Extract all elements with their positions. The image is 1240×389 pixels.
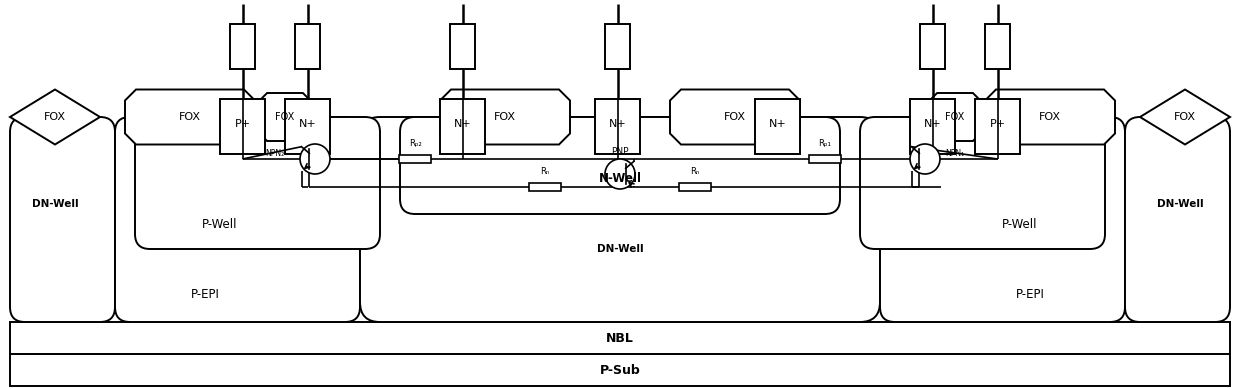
Bar: [10, 354, 1230, 386]
Text: FOX: FOX: [1174, 112, 1197, 122]
Text: P-EPI: P-EPI: [191, 287, 219, 300]
Text: DN-Well: DN-Well: [32, 199, 78, 209]
Text: FOX: FOX: [1039, 112, 1061, 122]
Circle shape: [300, 144, 330, 174]
Polygon shape: [125, 89, 255, 144]
Text: FOX: FOX: [494, 112, 516, 122]
Text: Rₚ₂: Rₚ₂: [409, 139, 422, 148]
Bar: [229, 24, 255, 69]
Text: FOX: FOX: [945, 112, 965, 122]
Polygon shape: [1140, 89, 1230, 144]
Polygon shape: [985, 89, 1115, 144]
Bar: [285, 99, 330, 154]
Bar: [680, 183, 711, 191]
Text: P-Sub: P-Sub: [600, 363, 640, 377]
Circle shape: [605, 159, 635, 189]
Bar: [985, 24, 1011, 69]
FancyBboxPatch shape: [1125, 117, 1230, 322]
Bar: [219, 99, 265, 154]
FancyBboxPatch shape: [401, 117, 839, 214]
Text: FOX: FOX: [275, 112, 295, 122]
Bar: [10, 322, 1230, 354]
Text: P+: P+: [990, 119, 1006, 129]
Polygon shape: [928, 93, 982, 141]
Text: N+: N+: [609, 119, 626, 129]
Polygon shape: [10, 89, 100, 144]
FancyBboxPatch shape: [115, 117, 360, 322]
Text: N+: N+: [454, 119, 471, 129]
Text: DN-Well: DN-Well: [1157, 199, 1203, 209]
Polygon shape: [258, 93, 312, 141]
Text: Rₙ: Rₙ: [541, 167, 549, 176]
Bar: [910, 99, 955, 154]
Bar: [808, 155, 841, 163]
Circle shape: [910, 144, 940, 174]
Text: Rₚ₁: Rₚ₁: [818, 139, 832, 148]
Bar: [529, 183, 560, 191]
Text: Rₙ: Rₙ: [691, 167, 699, 176]
Bar: [295, 24, 320, 69]
Text: FOX: FOX: [179, 112, 201, 122]
FancyBboxPatch shape: [10, 117, 115, 322]
Text: P-EPI: P-EPI: [1016, 287, 1044, 300]
FancyBboxPatch shape: [135, 117, 379, 249]
Bar: [440, 99, 485, 154]
Text: NBL: NBL: [606, 331, 634, 345]
FancyBboxPatch shape: [880, 117, 1125, 322]
Polygon shape: [670, 89, 800, 144]
Text: DN-Well: DN-Well: [596, 244, 644, 254]
Text: P+: P+: [234, 119, 250, 129]
Bar: [605, 24, 630, 69]
Bar: [975, 99, 1021, 154]
Text: NPN₂: NPN₂: [265, 149, 285, 158]
Text: FOX: FOX: [43, 112, 66, 122]
Text: N-Well: N-Well: [599, 172, 641, 186]
Text: PNP: PNP: [611, 147, 629, 156]
Bar: [920, 24, 945, 69]
FancyBboxPatch shape: [360, 117, 880, 322]
Text: FOX: FOX: [724, 112, 746, 122]
Text: N+: N+: [299, 119, 316, 129]
Text: P-Well: P-Well: [1002, 217, 1038, 231]
FancyBboxPatch shape: [861, 117, 1105, 249]
Text: N+: N+: [924, 119, 941, 129]
Bar: [399, 155, 432, 163]
Bar: [595, 99, 640, 154]
Polygon shape: [440, 89, 570, 144]
Text: N+: N+: [769, 119, 786, 129]
Text: NPN₁: NPN₁: [945, 149, 965, 158]
Bar: [755, 99, 800, 154]
Text: P-Well: P-Well: [202, 217, 238, 231]
Bar: [450, 24, 475, 69]
